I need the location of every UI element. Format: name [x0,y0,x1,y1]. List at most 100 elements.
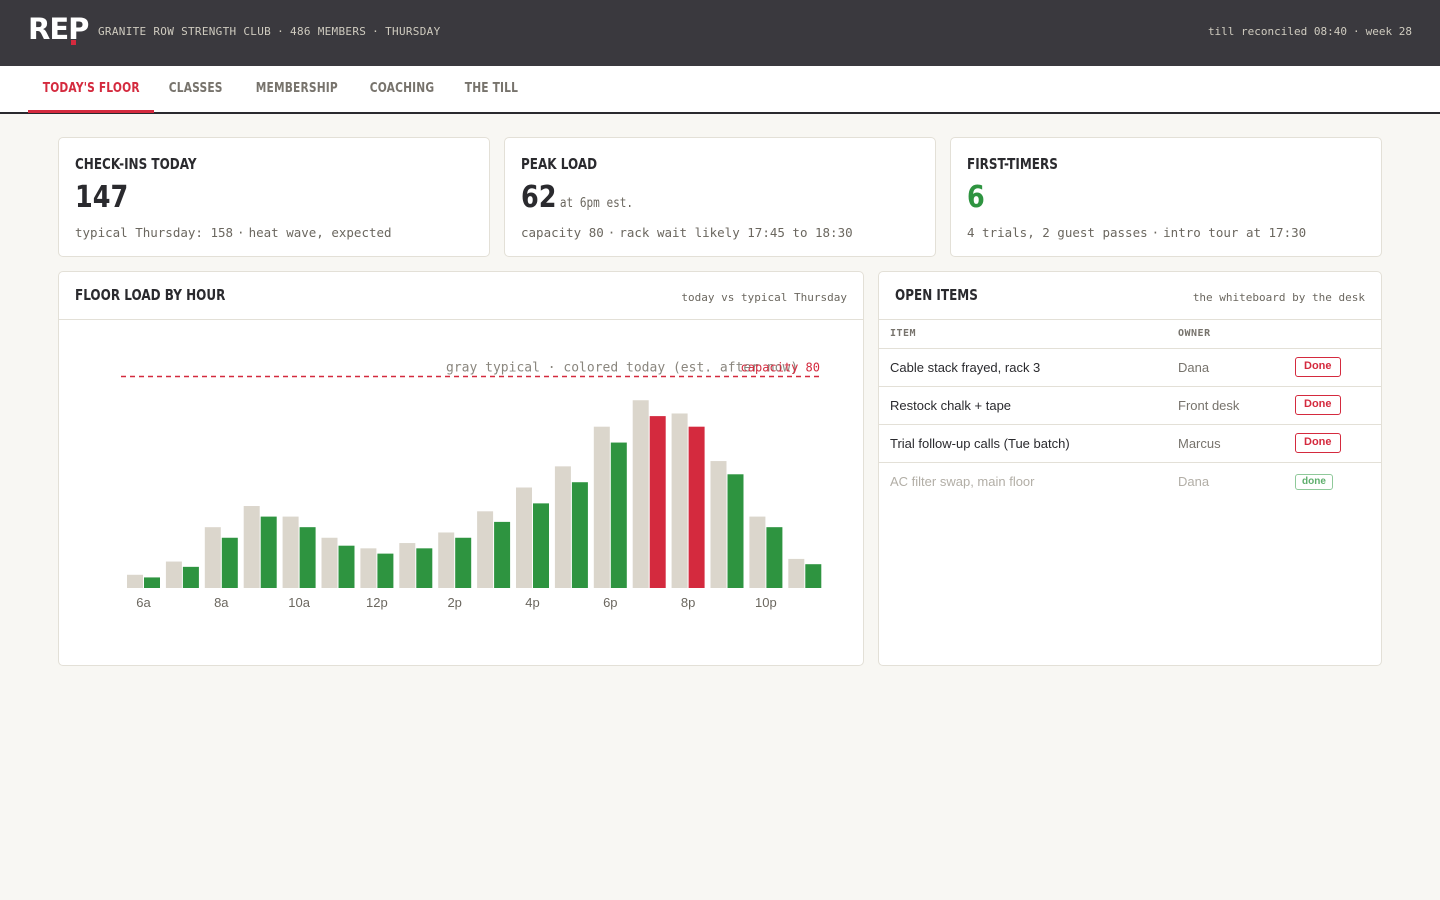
bar-today-6a [144,577,160,588]
bar-today-7a [182,566,199,588]
kpi-value: 62 at 6pm est. [521,180,633,215]
open-items-table: ITEM OWNER Cable stack frayed, rack 3 Da… [879,320,1381,500]
panel-title: FLOOR LOAD BY HOUR [75,286,226,304]
bar-today-12p [377,553,394,588]
meta-separator: · [1353,25,1360,38]
kpi-title: CHECK-INS TODAY [75,155,197,173]
tab-the-till[interactable]: THE TILL [464,81,519,96]
panel-header: OPEN ITEMS the whiteboard by the desk [879,272,1381,320]
table-row: Trial follow-up calls (Tue batch) Marcus… [879,424,1381,463]
kpi-title: FIRST-TIMERS [967,155,1058,173]
kpi-sub-typical: typical Thursday: 158 [75,225,234,240]
capacity-label: capacity 80 [741,360,820,374]
x-tick-label: 8p [681,595,695,610]
bar-today-4p [533,503,549,588]
item-text: Restock chalk + tape [879,386,1178,425]
bar-today-10p [766,527,783,588]
bar-today-8p [688,426,705,588]
bar-today-10a [299,527,316,588]
logo[interactable]: REP [28,12,89,46]
bar-today-9a [260,516,277,588]
bar-typical-12p [360,548,377,588]
bar-today-1p [416,548,433,588]
x-tick-label: 6a [136,595,151,610]
bar-today-9p [727,474,744,588]
bar-today-11a [338,545,355,588]
panel-header: FLOOR LOAD BY HOUR today vs typical Thur… [59,272,863,320]
floor-load-panel: FLOOR LOAD BY HOUR today vs typical Thur… [58,271,864,666]
x-tick-label: 4p [525,595,539,610]
tab-classes[interactable]: CLASSES [168,81,223,96]
done-button[interactable]: Done [1295,395,1341,415]
bar-typical-11p [788,558,805,588]
bar-typical-4p [516,487,532,588]
meta-separator: · [1151,225,1160,240]
bar-typical-7a [165,561,182,588]
table-row: Cable stack frayed, rack 3 Dana Done [879,348,1381,387]
floor-load-chart: gray typical · colored today (est. after… [121,360,822,610]
day-label: THURSDAY [385,25,441,38]
bar-typical-7p [632,400,649,588]
bar-typical-11a [321,537,338,588]
bar-typical-8a [204,527,221,588]
kpi-title: PEAK LOAD [521,155,598,173]
kpi-value: 147 [75,180,129,215]
bar-typical-9p [710,461,727,588]
kpi-card-checkins: CHECK-INS TODAY 147 typical Thursday: 15… [58,137,490,257]
week-label: week 28 [1365,25,1412,38]
meta-separator: · [277,25,285,38]
meta-separator: · [607,225,616,240]
tab-coaching[interactable]: COACHING [369,81,435,96]
column-header-owner: OWNER [1178,320,1295,349]
item-text: AC filter swap, main floor [890,473,1035,489]
bar-typical-6p [593,426,610,588]
bar-typical-3p [477,511,494,588]
top-bar: REP GRANITE ROW STRENGTH CLUB · 486 MEMBER… [0,0,1440,66]
bar-today-3p [494,521,511,588]
panel-note: today vs typical Thursday [681,291,847,304]
bar-typical-9a [243,506,260,588]
x-tick-label: 8a [214,595,229,610]
member-count: 486 MEMBERS [290,25,367,38]
item-text: Trial follow-up calls (Tue batch) [879,424,1178,463]
x-tick-label: 12p [366,595,388,610]
tab-bar: TODAY'S FLOOR CLASSES MEMBERSHIP COACHIN… [0,66,1440,114]
bar-today-8a [221,537,238,588]
tab-membership[interactable]: MEMBERSHIP [255,81,338,96]
till-reconciled: till reconciled 08:40 [1207,25,1348,38]
logo-accent-dot [71,40,76,45]
item-owner: Dana [1178,348,1295,387]
kpi-number: 62 [521,180,557,215]
kpi-subtext: 4 trials, 2 guest passes · intro tour at 1… [967,225,1306,240]
done-button[interactable]: Done [1295,357,1341,377]
bar-today-5p [571,482,588,588]
kpi-inline-note: at 6pm est. [559,196,634,211]
bar-today-11p [805,564,822,588]
table-row: Restock chalk + tape Front desk Done [879,386,1381,425]
bar-typical-10p [749,516,766,588]
bar-today-6p [610,442,627,588]
kpi-sub-reason: heat wave, expected [248,225,392,240]
bar-today-2p [455,537,472,588]
active-tab-indicator [28,110,154,113]
table-row: AC filter swap, main floor Dana done [879,462,1381,500]
x-tick-label: 2p [447,595,461,610]
column-header-item: ITEM [879,320,1178,349]
tab-todays-floor[interactable]: TODAY'S FLOOR [42,81,140,96]
bar-typical-2p [438,532,455,588]
item-owner: Front desk [1178,386,1295,425]
kpi-sub-capacity: capacity 80 [521,225,604,240]
x-tick-label: 10a [288,595,310,610]
kpi-card-peak-load: PEAK LOAD 62 at 6pm est. capacity 80 · rack… [504,137,936,257]
done-button[interactable]: Done [1295,433,1341,453]
open-items-panel: OPEN ITEMS the whiteboard by the desk IT… [878,271,1382,666]
panel-note: the whiteboard by the desk [1192,291,1365,304]
chart-legend-text: gray typical · colored today (est. after… [446,360,798,375]
meta-separator: · [372,25,380,38]
kpi-subtext: capacity 80 · rack wait likely 17:45 to 18… [521,225,853,240]
meta-separator: · [237,225,245,240]
bar-today-7p [649,416,666,588]
x-tick-label: 6p [603,595,617,610]
item-owner: Marcus [1178,424,1295,463]
done-badge: done [1295,474,1333,491]
